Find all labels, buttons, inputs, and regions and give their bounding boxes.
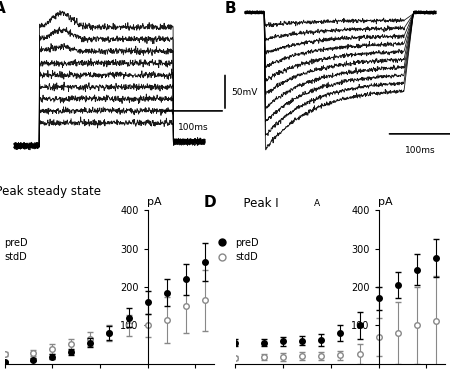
Text: B: B xyxy=(225,1,237,16)
Text: A: A xyxy=(314,200,320,209)
Text: Peak steady state: Peak steady state xyxy=(0,186,101,198)
Text: 50mV: 50mV xyxy=(231,88,258,97)
Text: pA: pA xyxy=(147,197,162,207)
Text: 100ms: 100ms xyxy=(178,123,209,132)
Text: pA: pA xyxy=(378,197,393,207)
Text: 100ms: 100ms xyxy=(405,146,436,155)
Text: Peak I: Peak I xyxy=(235,197,278,210)
Text: D: D xyxy=(204,195,216,210)
Legend: preD, stdD: preD, stdD xyxy=(209,234,263,266)
Text: A: A xyxy=(0,1,6,16)
Legend: preD, stdD: preD, stdD xyxy=(0,234,32,266)
